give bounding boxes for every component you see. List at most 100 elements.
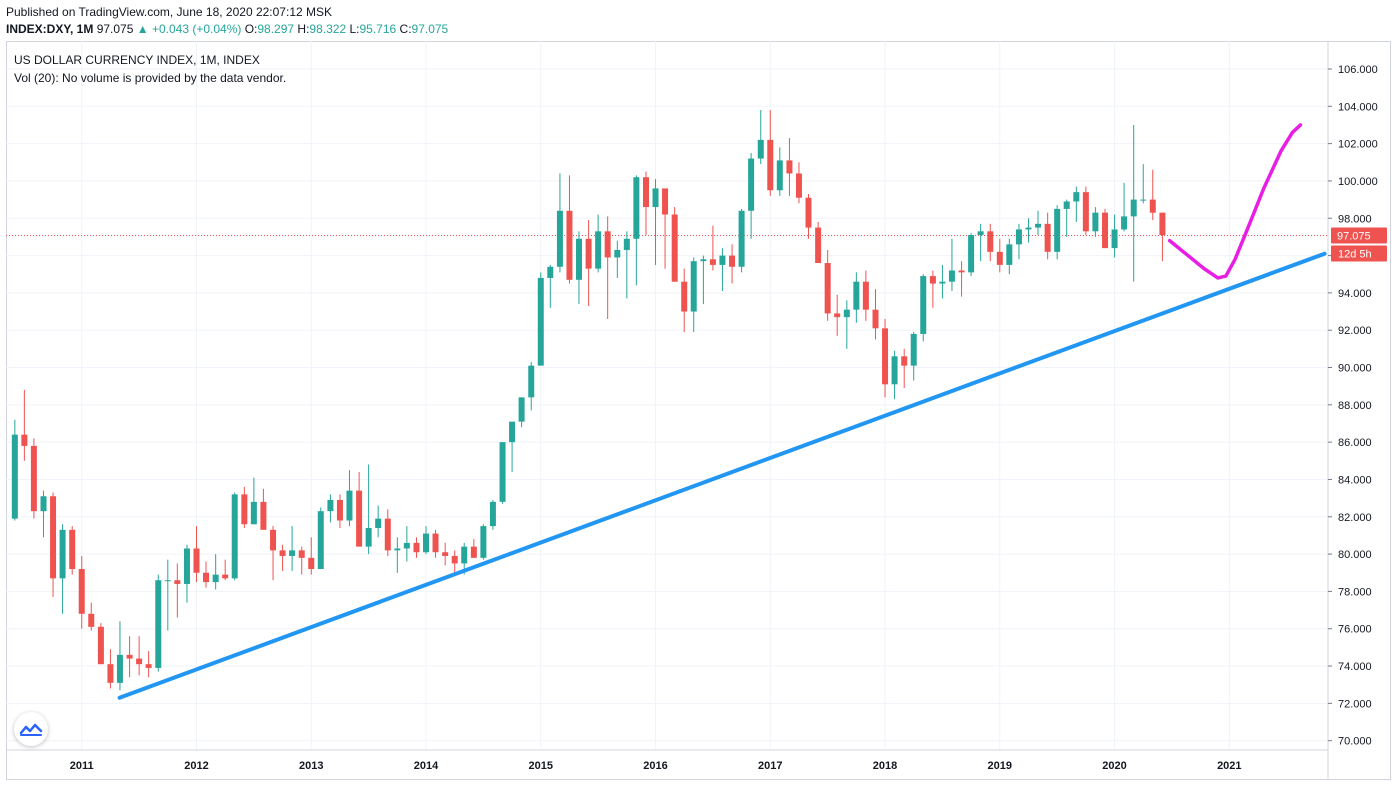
candle-body <box>317 511 324 570</box>
candle-body <box>116 654 123 683</box>
candle-body <box>920 276 927 334</box>
series-legend: US DOLLAR CURRENCY INDEX, 1M, INDEX <box>14 53 260 67</box>
candle-body <box>1140 199 1147 201</box>
open-label: O: <box>244 22 258 36</box>
y-tick-label: 84.000 <box>1338 474 1372 486</box>
y-tick-label: 102.000 <box>1338 139 1378 151</box>
candle-body <box>327 499 334 512</box>
candle-body <box>88 613 95 627</box>
open-value: 98.297 <box>257 22 295 36</box>
candle-body <box>556 210 563 267</box>
candle-body <box>977 231 984 236</box>
candle-body <box>623 238 630 250</box>
tradingview-logo[interactable] <box>14 712 48 746</box>
candle-body <box>1015 229 1022 245</box>
candle-body <box>260 501 267 530</box>
candle-body <box>461 546 468 564</box>
candle-body <box>901 356 908 366</box>
x-tick-label: 2019 <box>988 760 1012 772</box>
x-tick-label: 2017 <box>758 760 782 772</box>
candle-body <box>489 501 496 527</box>
y-tick-label: 106.000 <box>1338 64 1378 76</box>
candle-body <box>1082 192 1089 232</box>
candle-body <box>690 261 697 312</box>
candle-body <box>451 555 458 564</box>
candle-body <box>910 333 917 366</box>
candle-body <box>442 552 449 556</box>
candle-body <box>432 533 439 553</box>
candle-body <box>1121 216 1128 230</box>
high-label: H: <box>297 22 310 36</box>
candle-body <box>853 281 860 310</box>
candle-body <box>614 249 621 258</box>
forecast-drawing <box>1167 123 1303 280</box>
candle-body <box>1102 212 1109 249</box>
volume-legend: Vol (20): No volume is provided by the d… <box>14 71 287 85</box>
candle-body <box>480 526 487 558</box>
candle-body <box>891 356 898 385</box>
candle-body <box>183 548 190 584</box>
candle-body <box>939 281 946 284</box>
candle-body <box>30 445 37 512</box>
y-tick-label: 72.000 <box>1338 698 1372 710</box>
y-tick-label: 86.000 <box>1338 437 1372 449</box>
y-tick-label: 70.000 <box>1338 736 1372 748</box>
y-tick-label: 78.000 <box>1338 586 1372 598</box>
candle-body <box>518 397 525 422</box>
y-tick-label: 92.000 <box>1338 325 1372 337</box>
high-value: 98.322 <box>309 22 347 36</box>
candle-body <box>126 654 133 659</box>
y-tick-label: 98.000 <box>1338 213 1372 225</box>
time-axis: 2011 2012 2013 2014 2015 2016 2017 2018 2019 2020… <box>70 760 1242 772</box>
tradingview-logo-icon <box>19 723 43 736</box>
candle-body <box>671 214 678 282</box>
candle-body <box>413 542 420 553</box>
candle-body <box>862 281 869 310</box>
candle-body <box>394 548 401 551</box>
candle-body <box>107 664 114 683</box>
chart-frame[interactable] <box>6 41 1391 780</box>
candle-body <box>681 281 688 312</box>
candle-body <box>298 550 305 558</box>
x-tick-label: 2011 <box>70 760 94 772</box>
candle-body <box>164 580 171 582</box>
candle-body <box>241 494 248 525</box>
candle-body <box>174 580 181 584</box>
x-tick-label: 2020 <box>1102 760 1126 772</box>
candle-body <box>289 550 296 556</box>
close-label: C: <box>399 22 412 36</box>
low-label: L: <box>349 22 360 36</box>
candle-body <box>872 309 879 329</box>
x-tick-label: 2014 <box>414 760 439 772</box>
candle-body <box>776 160 783 191</box>
candle-body <box>1130 199 1137 217</box>
candle-body <box>585 238 592 269</box>
candle-body <box>843 309 850 318</box>
candle-body <box>786 160 793 174</box>
candle-body <box>250 501 257 525</box>
candle-body <box>1092 212 1099 232</box>
x-tick-label: 2018 <box>873 760 897 772</box>
candle-body <box>709 259 716 265</box>
candles <box>11 110 1166 691</box>
price-badge: 97.075 <box>1337 231 1371 243</box>
close-value: 97.075 <box>411 22 449 36</box>
candle-body <box>336 499 343 521</box>
candle-body <box>212 574 219 583</box>
candle-body <box>1149 199 1156 213</box>
candle-body <box>1073 192 1080 202</box>
candle-body <box>403 542 410 549</box>
candle-body <box>193 548 200 573</box>
candle-body <box>719 255 726 265</box>
candle-body <box>815 227 822 264</box>
last-price: 97.075 <box>96 22 134 36</box>
candle-body <box>1044 223 1051 252</box>
candle-body <box>824 263 831 314</box>
header-bar: Published on TradingView.com, June 18, 2… <box>0 0 1396 40</box>
candle-body <box>145 664 152 668</box>
x-tick-label: 2016 <box>643 760 667 772</box>
candle-body <box>604 231 611 258</box>
candle-body <box>308 557 315 570</box>
candle-body <box>748 158 755 211</box>
